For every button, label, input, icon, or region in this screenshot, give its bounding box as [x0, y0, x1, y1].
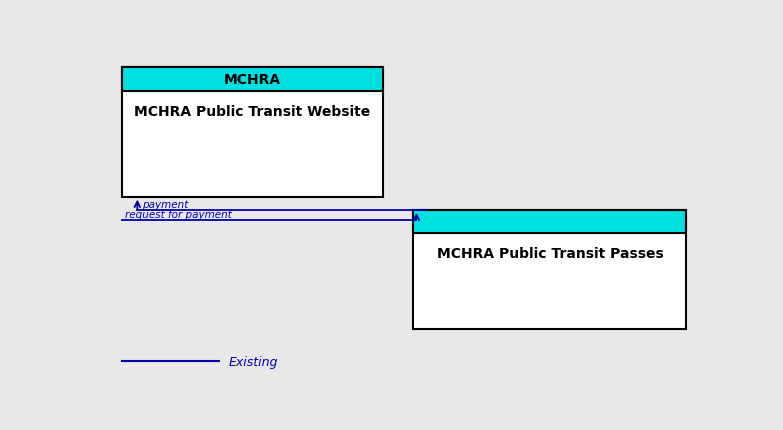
Text: MCHRA: MCHRA — [224, 73, 281, 87]
Bar — [413, 211, 687, 330]
Bar — [122, 68, 383, 197]
Bar — [122, 68, 383, 92]
Text: Existing: Existing — [229, 355, 278, 368]
Text: request for payment: request for payment — [125, 209, 232, 219]
Text: payment: payment — [143, 199, 189, 209]
Text: MCHRA Public Transit Passes: MCHRA Public Transit Passes — [437, 246, 663, 261]
Bar — [413, 211, 687, 233]
Text: MCHRA Public Transit Website: MCHRA Public Transit Website — [135, 104, 370, 119]
